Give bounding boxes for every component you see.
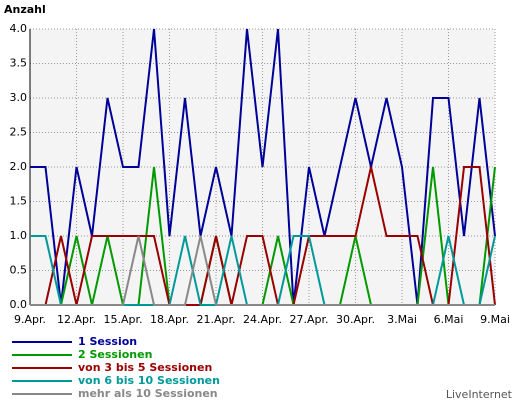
x-tick-label: 12.Apr.: [57, 313, 96, 326]
series-line: [30, 235, 495, 306]
x-tick-label: 3.Mai: [387, 313, 417, 326]
y-tick-label: 1.5: [10, 195, 28, 208]
y-tick-label: 2.5: [10, 126, 28, 139]
legend-label: 1 Session: [78, 335, 137, 348]
y-tick-label: 0.5: [10, 264, 28, 277]
legend-label: mehr als 10 Sessionen: [78, 387, 218, 400]
legend-label: von 6 bis 10 Sessionen: [78, 374, 220, 387]
x-tick-label: 27.Apr.: [289, 313, 328, 326]
series-line: [30, 166, 496, 306]
y-axis-label: Anzahl: [4, 3, 46, 16]
x-tick-label: 30.Apr.: [336, 313, 375, 326]
y-tick-label: 3.0: [10, 91, 28, 104]
x-tick-label: 24.Apr.: [243, 313, 282, 326]
x-tick-label: 21.Apr.: [196, 313, 235, 326]
x-tick-label: 15.Apr.: [103, 313, 142, 326]
x-tick-label: 18.Apr.: [150, 313, 189, 326]
y-tick-label: 0.0: [10, 298, 28, 311]
x-tick-label: 9.Apr.: [14, 313, 46, 326]
x-tick-label: 9.Mai: [480, 313, 510, 326]
y-tick-label: 2.0: [10, 160, 28, 173]
footer: LiveInternet: [446, 388, 513, 401]
legend-label: von 3 bis 5 Sessionen: [78, 361, 212, 374]
y-tick-label: 1.0: [10, 229, 28, 242]
legend-label: 2 Sessionen: [78, 348, 152, 361]
x-tick-label: 6.Mai: [434, 313, 464, 326]
y-tick-label: 4.0: [10, 22, 28, 35]
y-tick-label: 3.5: [10, 57, 28, 70]
